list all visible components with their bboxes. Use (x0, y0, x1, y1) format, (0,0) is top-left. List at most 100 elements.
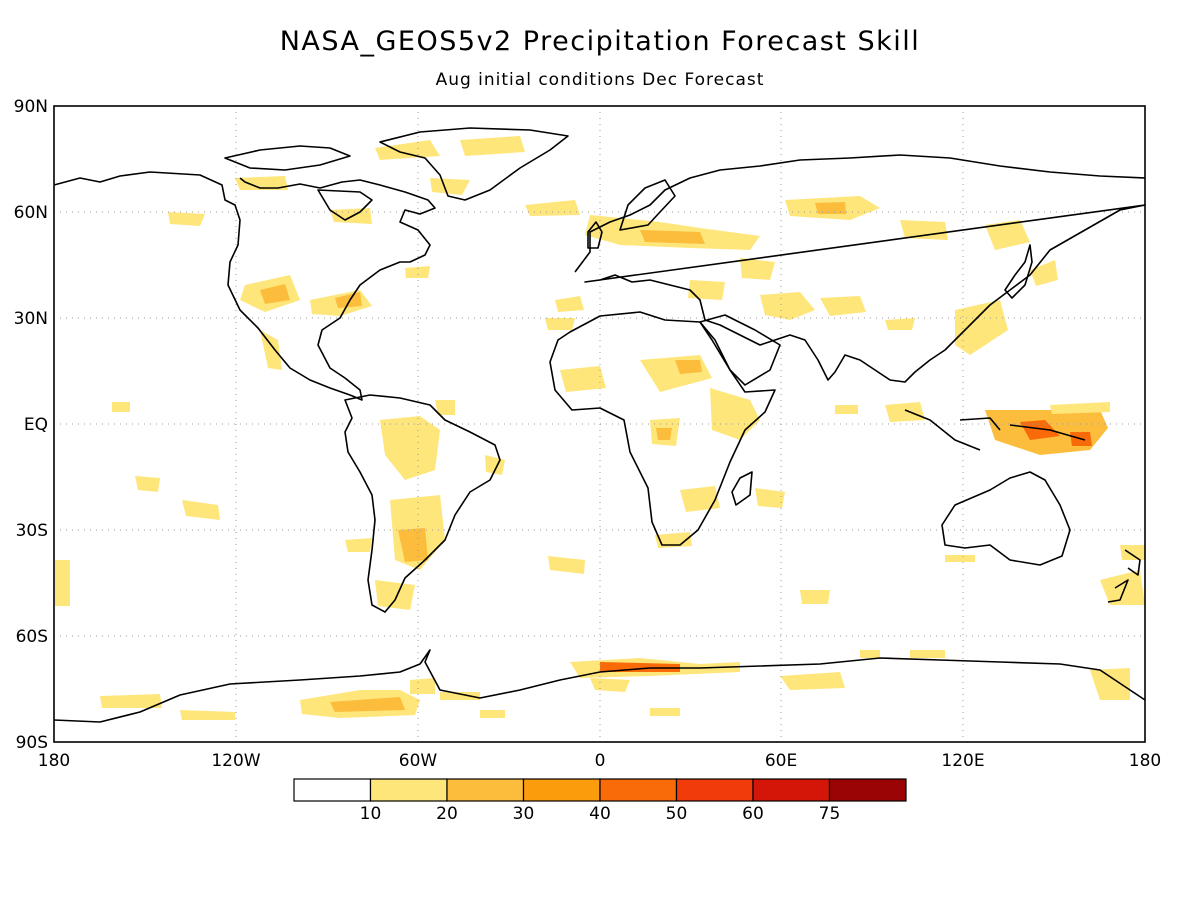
skill-patch (640, 230, 705, 244)
chart-subtitle: Aug initial conditions Dec Forecast (435, 70, 765, 90)
skill-patch (910, 650, 945, 658)
skill-patch (600, 662, 680, 672)
skill-patch (820, 296, 866, 316)
skill-patch (330, 697, 405, 712)
skill-patch (135, 476, 160, 492)
coast-japan (1004, 244, 1033, 299)
skill-patch (1020, 420, 1060, 440)
skill-patch (375, 140, 440, 160)
colorbar-bin-0 (293, 778, 372, 802)
coast-australia (941, 471, 1071, 566)
colorbar-bin-1 (369, 778, 448, 802)
skill-patch (180, 710, 235, 720)
lon-label-180w: 180 (38, 751, 70, 771)
colorbar-bin-4 (599, 778, 678, 802)
coast-arabia (699, 314, 781, 386)
coast-antarctica (53, 649, 1146, 723)
coast-south-america (344, 394, 501, 613)
skill-patch (985, 220, 1030, 250)
skill-patch (260, 330, 282, 370)
colorbar-bin-5 (675, 778, 754, 802)
lat-label-90s: 90S (16, 733, 48, 753)
coast-north-america (53, 171, 436, 401)
skill-patch (182, 500, 220, 520)
map-frame (53, 105, 1146, 743)
map-gridlines (54, 106, 1145, 742)
colorbar: 10 20 30 40 50 60 75 (293, 778, 907, 824)
skill-patch (345, 538, 372, 552)
lon-axis-labels: 180 120W 60W 0 60E 120E 180 (38, 751, 1161, 771)
skill-patch (430, 178, 470, 195)
skill-patch (100, 694, 162, 708)
colorbar-label-50: 50 (666, 804, 688, 824)
skill-patch (1030, 260, 1058, 286)
colorbar-bin-3 (522, 778, 601, 802)
colorbar-label-60: 60 (742, 804, 764, 824)
skill-patch (1090, 668, 1130, 700)
lat-label-60n: 60N (14, 203, 48, 223)
skill-patch (815, 202, 846, 214)
skill-patch (485, 455, 505, 475)
skill-patch (335, 292, 362, 308)
colorbar-label-20: 20 (436, 804, 458, 824)
skill-patch (955, 300, 1008, 355)
lat-label-90n: 90N (14, 97, 48, 117)
lon-label-120w: 120W (211, 751, 260, 771)
skill-patch (780, 672, 845, 690)
lon-label-120e: 120E (941, 751, 984, 771)
coast-scandinavia (619, 179, 676, 231)
skill-patch (375, 580, 415, 610)
coast-hudson-bay (317, 189, 373, 221)
colorbar-label-75: 75 (819, 804, 841, 824)
lat-label-60s: 60S (16, 627, 48, 647)
lat-label-eq: EQ (24, 415, 48, 435)
colorbar-label-30: 30 (513, 804, 535, 824)
coast-greenland (379, 127, 569, 201)
skill-patch (1100, 570, 1145, 605)
colorbar-bin-2 (446, 778, 525, 802)
skill-patch (235, 176, 288, 190)
skill-patch (55, 560, 70, 606)
skill-patch (740, 258, 775, 280)
skill-patch (168, 212, 205, 226)
skill-patch (548, 556, 585, 574)
colorbar-bin-7 (828, 778, 907, 802)
coast-eurasia (574, 154, 1146, 383)
skill-patch (860, 650, 880, 658)
skill-patch (675, 360, 702, 374)
coast-new-zealand (1107, 549, 1141, 603)
skill-patch (885, 402, 925, 422)
lon-label-0: 0 (595, 751, 606, 771)
skill-patch (112, 402, 130, 412)
skill-patch (398, 528, 428, 562)
lat-label-30s: 30S (16, 521, 48, 541)
lon-label-180e: 180 (1129, 751, 1161, 771)
skill-shading (55, 136, 1145, 720)
skill-patch (435, 400, 455, 415)
colorbar-bin-6 (752, 778, 831, 802)
skill-patch (755, 488, 785, 508)
coast-arctic-islands (224, 145, 351, 171)
skill-patch (480, 710, 505, 718)
skill-patch (885, 318, 915, 330)
skill-patch (525, 200, 580, 216)
colorbar-label-10: 10 (360, 804, 382, 824)
skill-patch (1120, 545, 1145, 560)
skill-patch (545, 318, 575, 330)
coast-madagascar (731, 471, 753, 506)
skill-patch (405, 266, 430, 278)
skill-patch (560, 366, 606, 392)
skill-patch (590, 678, 630, 692)
skill-patch (900, 220, 948, 240)
skill-patch (260, 284, 290, 304)
lat-axis-labels: 90N 60N 30N EQ 30S 60S 90S (14, 97, 48, 753)
coastlines (53, 127, 1146, 723)
lat-label-30n: 30N (14, 309, 48, 329)
skill-patch (835, 405, 858, 414)
skill-patch (945, 555, 975, 562)
skill-patch (460, 136, 525, 156)
skill-patch (440, 692, 480, 700)
coast-britain (587, 221, 603, 249)
skill-patch (410, 678, 435, 694)
